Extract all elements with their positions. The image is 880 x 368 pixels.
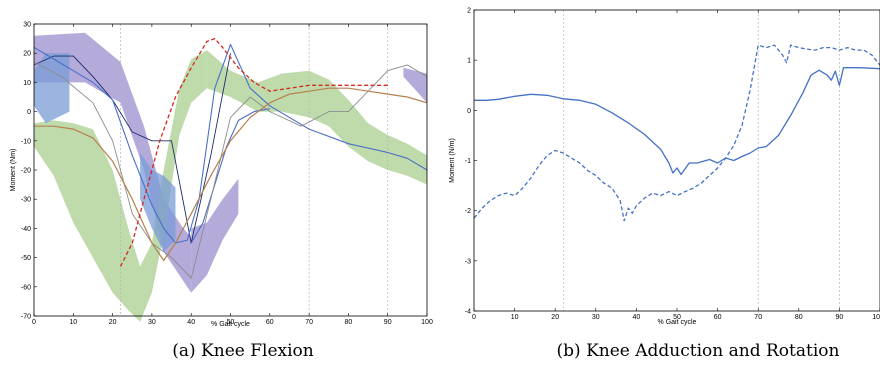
x-tick-label: 80 [795, 314, 803, 321]
y-tick-label: 20 [23, 51, 31, 58]
x-tick-label: 40 [633, 314, 641, 321]
x-tick-label: 70 [305, 319, 313, 326]
confidence-band-2 [191, 178, 239, 293]
knee-adduction-series [473, 44, 880, 222]
series-line-1 [474, 67, 880, 176]
confidence-band-7 [140, 152, 176, 252]
x-tick-label: 60 [714, 314, 722, 321]
series-line-1 [33, 53, 231, 244]
series-line-6 [119, 37, 388, 267]
y-tick-label: -20 [21, 168, 31, 175]
knee-flexion-caption: (a) Knee Flexion [172, 341, 314, 361]
knee-flexion-panel: 0 10 20 30 40 50 60 70 80 90 1003020100-10-20-30-4… [10, 22, 433, 362]
confidence-band-6 [34, 53, 70, 124]
knee-flexion-ylabel: Moment (Nm) [10, 149, 17, 192]
knee-adduction-ylabel: Moment (N/m) [449, 138, 456, 183]
x-tick-label: 30 [592, 314, 600, 321]
x-tick-label: 10 [872, 314, 880, 321]
y-tick-label: -60 [21, 284, 31, 291]
x-tick-label: 10 [69, 319, 77, 326]
y-tick-label: -2 [465, 208, 471, 215]
series-line-2 [473, 44, 880, 222]
y-tick-label: 0 [467, 108, 471, 115]
y-tick-label: -10 [21, 138, 31, 145]
x-tick-label: 20 [551, 314, 559, 321]
y-tick-label: -30 [21, 197, 31, 204]
x-tick-label: 40 [187, 319, 195, 326]
y-tick-label: 30 [23, 22, 31, 29]
knee-adduction-vlines [562, 10, 840, 311]
x-tick-label: 60 [266, 319, 274, 326]
series-line-2 [33, 43, 428, 244]
x-tick-label: 0 [472, 314, 476, 321]
y-tick-label: 10 [23, 80, 31, 87]
x-tick-label: 100 [421, 319, 433, 326]
y-tick-label: -50 [21, 255, 31, 262]
y-tick-label: -40 [21, 226, 31, 233]
knee-flexion-xlabel: % Gait cycle [211, 321, 250, 328]
x-tick-label: 30 [148, 319, 156, 326]
y-tick-label: 0 [27, 109, 31, 116]
confidence-band-3 [403, 67, 427, 103]
x-tick-label: 80 [345, 319, 353, 326]
x-tick-label: 0 [32, 319, 36, 326]
x-tick-label: 70 [754, 314, 762, 321]
x-tick-label: 90 [836, 314, 844, 321]
x-tick-label: 50 [673, 314, 681, 321]
x-tick-label: 50 [227, 319, 235, 326]
y-tick-label: -70 [21, 314, 31, 321]
confidence-band-4 [34, 50, 207, 322]
series-line-5 [34, 87, 428, 262]
x-tick-label: 20 [109, 319, 117, 326]
x-tick-label: 90 [384, 319, 392, 326]
knee-adduction-xlabel: % Gait cycle [658, 319, 697, 326]
y-tick-label: -3 [465, 258, 471, 265]
y-tick-label: 1 [467, 58, 471, 65]
knee-flexion-series [33, 37, 428, 279]
knee-adduction-caption: (b) Knee Adduction and Rotation [557, 341, 840, 361]
knee-adduction-axes-frame [473, 9, 880, 312]
knee-flexion-vlines [120, 24, 389, 316]
y-tick-label: 2 [467, 8, 471, 15]
y-tick-label: -4 [465, 309, 471, 316]
y-tick-label: -1 [465, 158, 471, 165]
knee-flexion-ticks: 0 10 20 30 40 50 60 70 80 90 1003020100-10-20-30-4… [21, 22, 433, 327]
x-tick-label: 10 [511, 314, 519, 321]
